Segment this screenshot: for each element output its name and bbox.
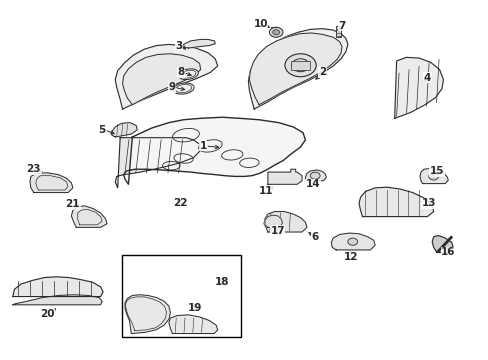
Text: 11: 11 [259, 186, 273, 196]
Polygon shape [267, 169, 302, 184]
Text: 23: 23 [26, 164, 41, 174]
Text: 3: 3 [175, 41, 182, 50]
Polygon shape [115, 44, 217, 109]
Ellipse shape [178, 69, 198, 80]
Text: 8: 8 [177, 67, 184, 77]
Circle shape [272, 30, 279, 35]
Polygon shape [249, 33, 341, 105]
Polygon shape [112, 123, 137, 137]
Text: 2: 2 [318, 67, 325, 77]
Bar [122, 255, 241, 337]
Text: 19: 19 [187, 303, 202, 314]
Polygon shape [264, 215, 282, 227]
Circle shape [285, 54, 316, 77]
Polygon shape [248, 29, 347, 109]
Circle shape [310, 172, 320, 179]
Text: 4: 4 [423, 73, 430, 83]
Polygon shape [13, 277, 103, 297]
Polygon shape [394, 57, 443, 118]
Polygon shape [431, 235, 452, 252]
Ellipse shape [173, 83, 194, 94]
Polygon shape [71, 206, 107, 227]
Bar [335, 26, 340, 37]
Bar [290, 61, 310, 69]
Circle shape [347, 238, 357, 245]
Circle shape [269, 27, 283, 37]
Text: 17: 17 [270, 226, 285, 236]
Text: 6: 6 [311, 232, 318, 242]
Polygon shape [13, 295, 102, 305]
Text: 21: 21 [65, 199, 80, 210]
Polygon shape [123, 117, 305, 184]
Polygon shape [30, 173, 73, 193]
Polygon shape [182, 40, 215, 48]
Polygon shape [125, 295, 170, 333]
Text: 10: 10 [253, 19, 267, 29]
Text: 7: 7 [338, 21, 345, 31]
Text: 5: 5 [98, 125, 105, 135]
Text: 22: 22 [173, 198, 187, 208]
Text: 13: 13 [421, 198, 435, 208]
Text: 14: 14 [305, 179, 320, 189]
Polygon shape [122, 54, 200, 105]
Text: 20: 20 [40, 310, 54, 319]
Text: 16: 16 [440, 247, 455, 257]
Polygon shape [419, 168, 447, 184]
Polygon shape [305, 170, 326, 181]
Text: 18: 18 [215, 277, 229, 287]
Text: 15: 15 [429, 166, 444, 176]
Text: 1: 1 [199, 141, 206, 151]
Polygon shape [264, 212, 306, 232]
Circle shape [428, 173, 438, 180]
Polygon shape [115, 138, 199, 188]
Polygon shape [358, 187, 433, 217]
Text: 12: 12 [343, 252, 357, 262]
Polygon shape [330, 233, 374, 250]
Polygon shape [168, 315, 217, 333]
Text: 9: 9 [168, 82, 176, 93]
